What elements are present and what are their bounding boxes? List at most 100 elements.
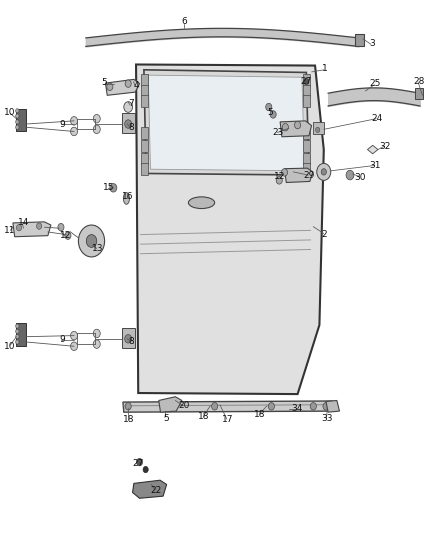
FancyBboxPatch shape <box>303 140 310 152</box>
Ellipse shape <box>124 192 130 204</box>
Circle shape <box>125 80 131 87</box>
Polygon shape <box>326 400 339 412</box>
Circle shape <box>315 127 320 133</box>
Text: 18: 18 <box>254 410 266 419</box>
Polygon shape <box>148 75 304 171</box>
FancyBboxPatch shape <box>141 140 148 152</box>
Text: 1: 1 <box>322 64 328 73</box>
Polygon shape <box>285 168 313 182</box>
Text: 24: 24 <box>371 114 383 123</box>
Circle shape <box>282 168 288 176</box>
Circle shape <box>321 168 326 175</box>
Circle shape <box>266 103 272 111</box>
Circle shape <box>93 115 100 123</box>
FancyBboxPatch shape <box>303 95 310 107</box>
Circle shape <box>93 329 100 338</box>
Text: 12: 12 <box>275 172 286 181</box>
Circle shape <box>110 183 117 192</box>
Circle shape <box>71 117 78 125</box>
FancyBboxPatch shape <box>141 164 148 175</box>
Text: 18: 18 <box>124 415 135 424</box>
Circle shape <box>270 111 276 118</box>
Circle shape <box>125 120 132 128</box>
Text: 11: 11 <box>4 226 15 235</box>
FancyBboxPatch shape <box>303 74 310 86</box>
Polygon shape <box>159 397 182 412</box>
Circle shape <box>125 402 131 410</box>
Circle shape <box>71 127 78 136</box>
Circle shape <box>15 324 19 328</box>
Text: 12: 12 <box>60 231 71 240</box>
Circle shape <box>78 225 105 257</box>
Text: 5: 5 <box>163 414 169 423</box>
Circle shape <box>71 342 78 351</box>
FancyBboxPatch shape <box>415 88 423 99</box>
Circle shape <box>15 120 19 124</box>
Text: 27: 27 <box>300 77 312 86</box>
Text: 13: 13 <box>92 244 103 253</box>
Ellipse shape <box>188 197 215 208</box>
Circle shape <box>15 340 19 344</box>
Circle shape <box>15 114 19 118</box>
Circle shape <box>304 78 309 85</box>
Text: 33: 33 <box>321 414 333 423</box>
FancyBboxPatch shape <box>141 74 148 86</box>
Text: 10: 10 <box>4 342 15 351</box>
FancyBboxPatch shape <box>303 85 310 96</box>
FancyBboxPatch shape <box>16 324 26 346</box>
Circle shape <box>294 122 300 129</box>
Polygon shape <box>133 480 166 498</box>
Text: 25: 25 <box>370 79 381 88</box>
FancyBboxPatch shape <box>303 127 310 139</box>
Text: 29: 29 <box>303 171 314 180</box>
Polygon shape <box>144 70 309 175</box>
Text: 10: 10 <box>4 108 15 117</box>
Circle shape <box>268 402 275 410</box>
Circle shape <box>15 125 19 130</box>
FancyBboxPatch shape <box>16 109 26 131</box>
Text: 31: 31 <box>370 161 381 170</box>
Text: 22: 22 <box>150 486 161 495</box>
Text: 18: 18 <box>198 412 210 421</box>
Text: 14: 14 <box>18 219 29 228</box>
Circle shape <box>124 102 133 112</box>
Circle shape <box>86 235 97 247</box>
Text: 7: 7 <box>128 99 134 108</box>
Circle shape <box>276 176 283 184</box>
Circle shape <box>310 402 316 410</box>
Circle shape <box>346 170 354 180</box>
Text: 9: 9 <box>59 119 65 128</box>
Text: 17: 17 <box>222 415 233 424</box>
Text: 32: 32 <box>379 142 391 151</box>
Text: 34: 34 <box>291 405 302 414</box>
Circle shape <box>143 466 148 473</box>
FancyBboxPatch shape <box>303 164 310 175</box>
Circle shape <box>283 124 288 131</box>
Text: 9: 9 <box>59 335 65 344</box>
Polygon shape <box>136 64 324 394</box>
Circle shape <box>93 340 100 349</box>
Circle shape <box>58 223 64 231</box>
Polygon shape <box>106 79 140 95</box>
FancyBboxPatch shape <box>122 328 135 348</box>
Text: 2: 2 <box>322 230 328 239</box>
FancyBboxPatch shape <box>141 85 148 96</box>
Circle shape <box>323 402 329 410</box>
FancyBboxPatch shape <box>122 113 135 133</box>
Circle shape <box>93 125 100 134</box>
Text: 15: 15 <box>103 183 115 192</box>
Circle shape <box>65 232 71 239</box>
FancyBboxPatch shape <box>141 127 148 139</box>
Circle shape <box>71 332 78 340</box>
Circle shape <box>107 83 113 91</box>
Text: 3: 3 <box>369 39 374 48</box>
Circle shape <box>15 329 19 334</box>
FancyBboxPatch shape <box>141 153 148 165</box>
Circle shape <box>36 223 42 229</box>
FancyBboxPatch shape <box>303 153 310 165</box>
FancyBboxPatch shape <box>313 123 324 134</box>
Polygon shape <box>13 222 51 237</box>
Circle shape <box>125 335 132 343</box>
Text: 5: 5 <box>102 78 107 87</box>
Text: 6: 6 <box>181 18 187 27</box>
